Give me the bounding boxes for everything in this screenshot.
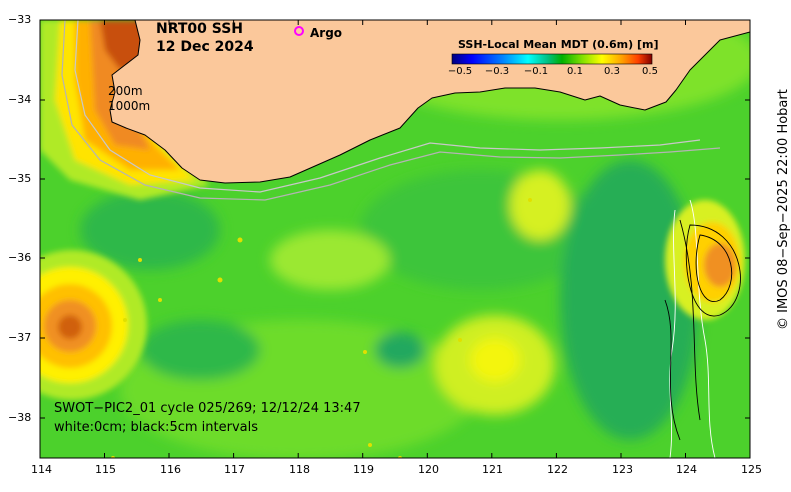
x-tick-label: 119	[353, 463, 374, 476]
colorbar-label: −0.3	[484, 66, 510, 77]
swot-contours	[664, 199, 741, 458]
swot-line-1: SWOT−PIC2_01 cycle 025/269; 12/12/24 13:…	[54, 401, 361, 416]
y-tick-label: −38	[8, 411, 32, 424]
y-tick-label: −34	[8, 93, 32, 106]
x-tick-label: 123	[612, 463, 633, 476]
track-dots	[111, 198, 532, 458]
isobath-200m-label: 200m	[108, 84, 143, 98]
x-tick-label: 120	[418, 463, 439, 476]
credit-text: © IMOS 08−Sep−2025 22:00 Hobart	[776, 89, 791, 330]
y-axis-ticks	[40, 19, 750, 419]
x-axis-ticks	[39, 20, 751, 458]
isobath-1000m	[61, 20, 721, 201]
argo-legend: Argo	[294, 26, 342, 40]
x-tick-label: 115	[95, 463, 116, 476]
swot-caption: SWOT−PIC2_01 cycle 025/269; 12/12/24 13:…	[54, 399, 361, 437]
y-tick-label: −33	[8, 13, 32, 26]
title-line-1: NRT00 SSH	[156, 21, 244, 37]
title-line-2: 12 Dec 2024	[156, 39, 254, 55]
x-tick-label: 121	[482, 463, 503, 476]
plot-frame	[39, 19, 751, 459]
colorbar-label: −0.5	[447, 66, 473, 77]
colorbar-label: 0.3	[604, 66, 620, 77]
x-tick-label: 124	[676, 463, 697, 476]
argo-marker-icon	[294, 26, 304, 36]
colorbar-label: 0.1	[567, 66, 583, 77]
colorbar	[451, 53, 653, 65]
colorbar-label: −0.1	[523, 66, 549, 77]
x-tick-label: 125	[741, 463, 762, 476]
y-tick-label: −37	[8, 331, 32, 344]
swot-line-2: white:0cm; black:5cm intervals	[54, 420, 258, 435]
isobath-200m	[74, 20, 701, 193]
y-tick-label: −35	[8, 172, 32, 185]
colorbar-label: 0.5	[642, 66, 658, 77]
x-tick-label: 114	[31, 463, 52, 476]
x-tick-label: 122	[547, 463, 568, 476]
x-tick-label: 117	[224, 463, 245, 476]
x-tick-label: 116	[160, 463, 181, 476]
isobath-1000m-label: 1000m	[108, 99, 151, 113]
x-tick-label: 118	[289, 463, 310, 476]
argo-label: Argo	[310, 26, 343, 40]
colorbar-title: SSH-Local Mean MDT (0.6m) [m]	[458, 38, 659, 51]
isobath-legend: 200m 1000m	[108, 84, 150, 114]
y-tick-label: −36	[8, 251, 32, 264]
map-title: NRT00 SSH 12 Dec 2024	[156, 20, 254, 56]
